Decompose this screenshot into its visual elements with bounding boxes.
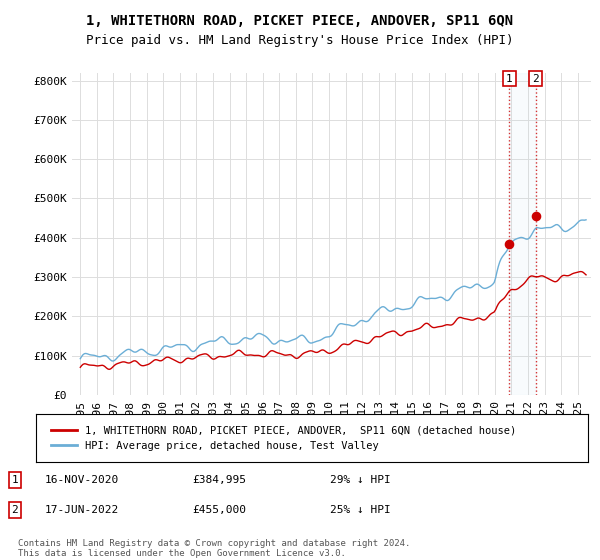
- Text: 1: 1: [11, 475, 19, 486]
- Text: 2: 2: [532, 74, 539, 83]
- Text: Contains HM Land Registry data © Crown copyright and database right 2024.
This d: Contains HM Land Registry data © Crown c…: [18, 539, 410, 558]
- Text: £455,000: £455,000: [192, 505, 246, 515]
- Point: [531, 212, 541, 221]
- Point: [505, 239, 514, 248]
- Text: 2: 2: [11, 505, 19, 515]
- Text: Price paid vs. HM Land Registry's House Price Index (HPI): Price paid vs. HM Land Registry's House …: [86, 34, 514, 46]
- Bar: [509, 73, 536, 395]
- Text: 17-JUN-2022: 17-JUN-2022: [45, 505, 119, 515]
- Text: £384,995: £384,995: [192, 475, 246, 486]
- Text: 16-NOV-2020: 16-NOV-2020: [45, 475, 119, 486]
- Text: 25% ↓ HPI: 25% ↓ HPI: [330, 505, 391, 515]
- Text: 29% ↓ HPI: 29% ↓ HPI: [330, 475, 391, 486]
- Text: 1: 1: [506, 74, 513, 83]
- Text: 1, WHITETHORN ROAD, PICKET PIECE, ANDOVER, SP11 6QN: 1, WHITETHORN ROAD, PICKET PIECE, ANDOVE…: [86, 14, 514, 28]
- Legend: 1, WHITETHORN ROAD, PICKET PIECE, ANDOVER,  SP11 6QN (detached house), HPI: Aver: 1, WHITETHORN ROAD, PICKET PIECE, ANDOVE…: [47, 422, 521, 455]
